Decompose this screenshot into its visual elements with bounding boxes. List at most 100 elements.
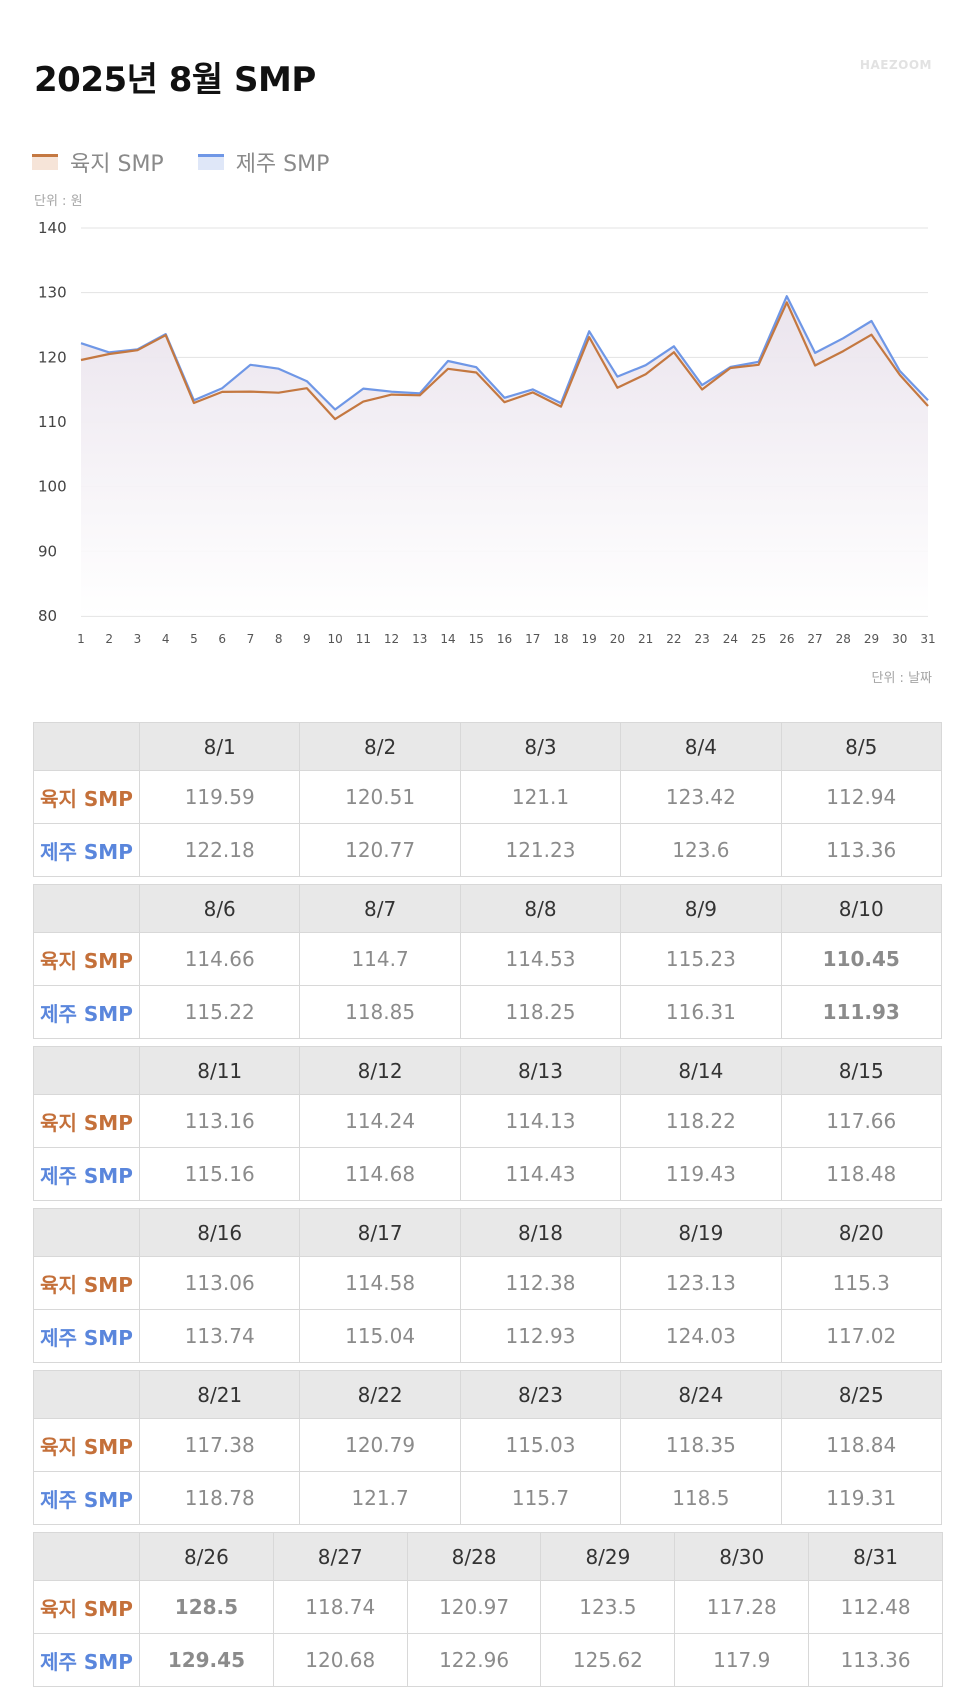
x-tick-label: 28: [836, 632, 851, 646]
smp-value-cell: 123.5: [540, 1580, 676, 1634]
x-tick-label: 15: [469, 632, 484, 646]
smp-value-cell: 112.38: [459, 1256, 622, 1310]
date-cell: 8/8: [459, 884, 622, 933]
smp-value-cell: 120.51: [299, 770, 461, 824]
x-tick-label: 11: [356, 632, 371, 646]
date-cell: 8/27: [272, 1532, 408, 1581]
smp-value-cell: 115.22: [138, 985, 301, 1039]
x-tick-label: 12: [384, 632, 399, 646]
date-cell: 8/26: [139, 1532, 274, 1581]
y-tick-label: 110: [38, 413, 67, 431]
smp-value-cell: 123.42: [620, 770, 782, 824]
date-cell: 8/5: [780, 722, 942, 771]
jeju-value-row: 제주 SMP 118.78 121.7 115.7 118.5 119.31: [33, 1471, 942, 1525]
smp-value-cell: 115.23: [620, 932, 782, 986]
header-corner: [33, 1532, 140, 1581]
date-cell: 8/6: [138, 884, 301, 933]
smp-value-cell: 117.66: [780, 1094, 942, 1148]
smp-value-cell: 120.97: [406, 1580, 542, 1634]
x-tick-label: 16: [497, 632, 512, 646]
x-tick-label: 1: [77, 632, 85, 646]
smp-value-cell: 114.7: [299, 932, 461, 986]
x-tick-label: 7: [247, 632, 255, 646]
smp-value-cell: 121.1: [459, 770, 622, 824]
legend-item-land[interactable]: 육지 SMP: [32, 146, 164, 178]
smp-value-cell: 112.94: [780, 770, 942, 824]
date-cell: 8/1: [138, 722, 301, 771]
land-value-row: 육지 SMP 117.38 120.79 115.03 118.35 118.84: [33, 1418, 942, 1472]
brand-logo: HAEZOOM: [859, 58, 932, 72]
header-corner: [33, 1046, 140, 1095]
y-tick-label: 80: [38, 607, 57, 625]
smp-value-cell: 118.85: [299, 985, 461, 1039]
smp-value-cell: 124.03: [620, 1309, 782, 1363]
date-cell: 8/18: [459, 1208, 622, 1257]
legend-label-jeju: 제주 SMP: [235, 152, 330, 177]
row-label-jeju: 제주 SMP: [33, 985, 140, 1039]
smp-value-cell: 118.25: [459, 985, 622, 1039]
smp-value-cell: 114.24: [299, 1094, 461, 1148]
smp-value-cell: 119.31: [780, 1471, 942, 1525]
smp-value-cell: 113.06: [138, 1256, 301, 1310]
x-tick-label: 10: [327, 632, 342, 646]
x-tick-label: 22: [666, 632, 681, 646]
header-corner: [33, 884, 140, 933]
row-label-land: 육지 SMP: [33, 770, 140, 824]
x-tick-label: 27: [807, 632, 822, 646]
row-label-jeju: 제주 SMP: [33, 1309, 140, 1363]
row-label-jeju: 제주 SMP: [33, 823, 140, 877]
x-tick-label: 9: [303, 632, 311, 646]
smp-value-cell: 117.9: [674, 1633, 810, 1687]
date-cell: 8/11: [138, 1046, 301, 1095]
date-cell: 8/15: [780, 1046, 942, 1095]
date-header-row: 8/11 8/12 8/13 8/14 8/15: [33, 1046, 942, 1095]
land-value-row: 육지 SMP 128.5 118.74 120.97 123.5 117.28 112.48: [33, 1580, 943, 1634]
row-label-land: 육지 SMP: [33, 1256, 140, 1310]
smp-value-cell: 128.5: [139, 1580, 274, 1634]
smp-table-block: 8/1 8/2 8/3 8/4 8/5 육지 SMP 119.59 120.51 121.1 12…: [33, 722, 942, 877]
date-cell: 8/2: [299, 722, 461, 771]
smp-value-cell: 114.68: [299, 1147, 461, 1201]
land-value-row: 육지 SMP 114.66 114.7 114.53 115.23 110.45: [33, 932, 942, 986]
smp-table-block: 8/26 8/27 8/28 8/29 8/30 8/31 육지 SMP 128.5 118.7…: [33, 1532, 943, 1687]
date-cell: 8/31: [808, 1532, 943, 1581]
x-tick-label: 17: [525, 632, 540, 646]
date-cell: 8/25: [780, 1370, 942, 1419]
smp-value-cell: 120.79: [299, 1418, 461, 1472]
smp-value-cell: 125.62: [540, 1633, 676, 1687]
smp-value-cell: 118.5: [620, 1471, 782, 1525]
smp-value-cell: 114.53: [459, 932, 622, 986]
smp-value-cell: 121.23: [459, 823, 622, 877]
date-header-row: 8/16 8/17 8/18 8/19 8/20: [33, 1208, 942, 1257]
smp-value-cell: 114.43: [459, 1147, 622, 1201]
smp-value-cell: 113.74: [138, 1309, 301, 1363]
jeju-value-row: 제주 SMP 115.22 118.85 118.25 116.31 111.93: [33, 985, 942, 1039]
date-cell: 8/17: [299, 1208, 461, 1257]
smp-value-cell: 117.02: [780, 1309, 942, 1363]
date-header-row: 8/6 8/7 8/8 8/9 8/10: [33, 884, 942, 933]
jeju-value-row: 제주 SMP 115.16 114.68 114.43 119.43 118.48: [33, 1147, 942, 1201]
date-cell: 8/9: [620, 884, 782, 933]
date-cell: 8/24: [620, 1370, 782, 1419]
x-tick-label: 30: [892, 632, 907, 646]
x-tick-label: 13: [412, 632, 427, 646]
smp-value-cell: 118.84: [780, 1418, 942, 1472]
legend-swatch-jeju: [197, 154, 224, 170]
x-tick-label: 4: [162, 632, 170, 646]
row-label-jeju: 제주 SMP: [33, 1147, 140, 1201]
y-tick-label: 100: [38, 478, 67, 496]
date-cell: 8/3: [459, 722, 622, 771]
smp-value-cell: 115.3: [780, 1256, 942, 1310]
smp-table-block: 8/11 8/12 8/13 8/14 8/15 육지 SMP 113.16 114.24 11…: [33, 1046, 942, 1201]
land-value-row: 육지 SMP 113.06 114.58 112.38 123.13 115.3: [33, 1256, 942, 1310]
smp-value-cell: 129.45: [139, 1633, 274, 1687]
legend-item-jeju[interactable]: 제주 SMP: [197, 146, 330, 178]
date-header-row: 8/1 8/2 8/3 8/4 8/5: [33, 722, 942, 771]
smp-value-cell: 114.58: [299, 1256, 461, 1310]
date-header-row: 8/26 8/27 8/28 8/29 8/30 8/31: [33, 1532, 943, 1581]
smp-value-cell: 115.7: [459, 1471, 622, 1525]
date-cell: 8/30: [674, 1532, 810, 1581]
smp-value-cell: 119.59: [138, 770, 301, 824]
x-tick-label: 8: [275, 632, 283, 646]
smp-value-cell: 115.16: [138, 1147, 301, 1201]
